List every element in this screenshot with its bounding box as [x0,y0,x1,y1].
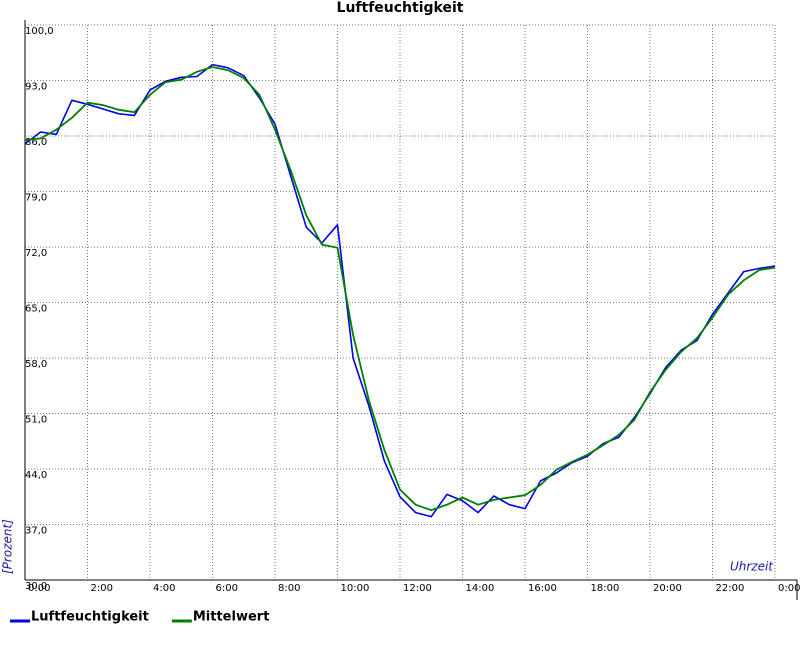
x-tick-label: 12:00 [403,583,432,594]
legend-label: Mittelwert [193,610,270,625]
x-tick-label: 8:00 [278,583,300,594]
x-tick-label: 18:00 [591,583,620,594]
y-tick-label: 93,0 [25,82,47,93]
x-tick-label: 6:00 [216,583,238,594]
x-tick-label: 16:00 [528,583,557,594]
y-tick-label: 37,0 [25,526,47,537]
y-tick-label: 44,0 [25,470,47,481]
y-tick-label: 51,0 [25,415,47,426]
y-tick-label: 30,0 [25,581,47,592]
x-axis-label: Uhrzeit [730,560,774,574]
y-tick-label: 65,0 [25,304,47,315]
y-tick-label: 72,0 [25,248,47,259]
y-axis-label: [Prozent] [1,519,15,574]
data-line [24,66,776,512]
legend-label: Luftfeuchtigkeit [31,610,149,625]
x-tick-label: 0:00 [778,583,800,594]
y-tick-label: 100,0 [25,26,54,37]
x-tick-label: 0:00 [28,583,50,594]
x-tick-label: 10:00 [341,583,370,594]
chart-title: Luftfeuchtigkeit [337,0,464,16]
x-tick-label: 4:00 [153,583,175,594]
y-tick-label: 86,0 [25,137,47,148]
y-tick-label: 79,0 [25,193,47,204]
x-tick-label: 22:00 [716,583,745,594]
y-tick-label: 58,0 [25,359,47,370]
x-tick-label: 20:00 [653,583,682,594]
x-tick-label: 14:00 [466,583,495,594]
x-tick-label: 2:00 [91,583,113,594]
